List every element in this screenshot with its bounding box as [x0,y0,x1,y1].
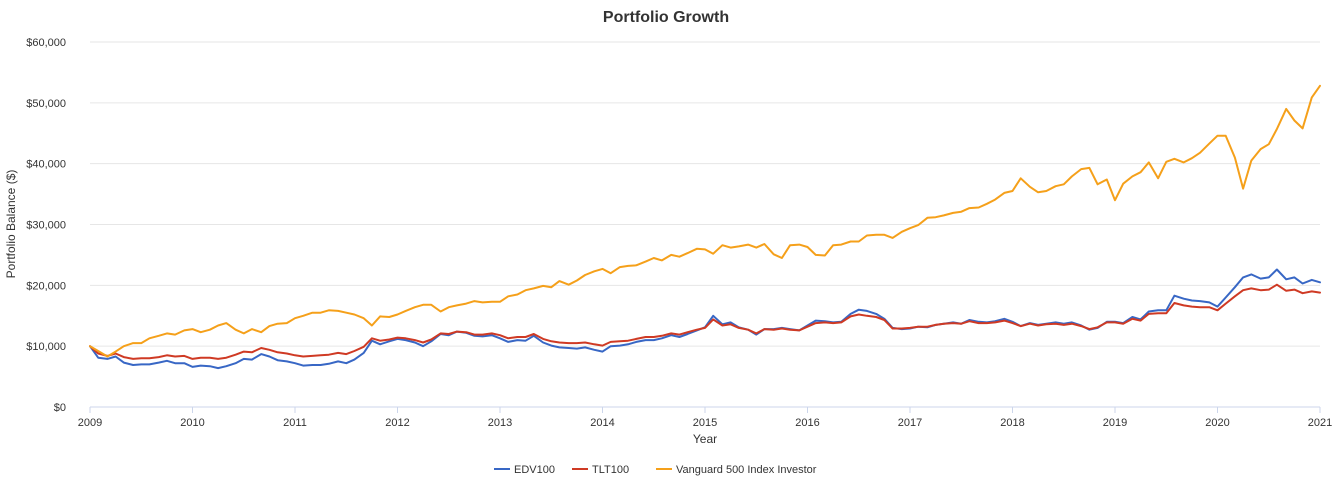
y-tick-label: $0 [54,402,66,414]
x-tick-label: 2019 [1103,417,1127,429]
y-tick-label: $40,000 [26,159,66,171]
x-tick-label: 2017 [898,417,922,429]
x-tick-label: 2014 [590,417,614,429]
y-tick-label: $60,000 [26,37,66,49]
legend-label: EDV100 [514,464,555,476]
x-tick-label: 2015 [693,417,717,429]
x-tick-label: 2009 [78,417,102,429]
y-tick-label: $20,000 [26,280,66,292]
y-tick-label: $30,000 [26,220,66,232]
x-tick-label: 2013 [488,417,512,429]
legend-label: Vanguard 500 Index Investor [676,464,817,476]
x-tick-label: 2018 [1000,417,1024,429]
x-axis-ticks: 2009 2010 2011 2012 2013 2014 2015 2016 2017 2018… [78,407,1332,429]
x-tick-label: 2012 [385,417,409,429]
x-tick-label: 2021 [1308,417,1332,429]
legend-item[interactable]: Vanguard 500 Index Investor [656,464,817,476]
x-axis-label: Year [693,432,717,446]
y-tick-label: $50,000 [26,98,66,110]
series-line-tlt100 [89,283,1321,360]
x-tick-label: 2010 [180,417,204,429]
legend-item[interactable]: TLT100 [572,464,629,476]
chart-title: Portfolio Growth [603,9,729,26]
series-line-vanguard-500-index-investor [89,84,1321,358]
x-tick-label: 2016 [795,417,819,429]
x-tick-label: 2011 [283,417,307,429]
y-tick-label: $10,000 [26,341,66,353]
y-axis-label: Portfolio Balance ($) [4,170,18,279]
grid-lines [90,41,1320,347]
legend-item[interactable]: EDV100 [494,464,555,476]
legend-label: TLT100 [592,464,629,476]
series-lines [89,84,1321,370]
legend: EDV100 TLT100 Vanguard 500 Index Investor [494,464,817,476]
x-tick-label: 2020 [1205,417,1229,429]
y-axis-ticks: $0 $10,000 $20,000 $30,000 $40,000 $50,000 $60… [26,37,66,414]
